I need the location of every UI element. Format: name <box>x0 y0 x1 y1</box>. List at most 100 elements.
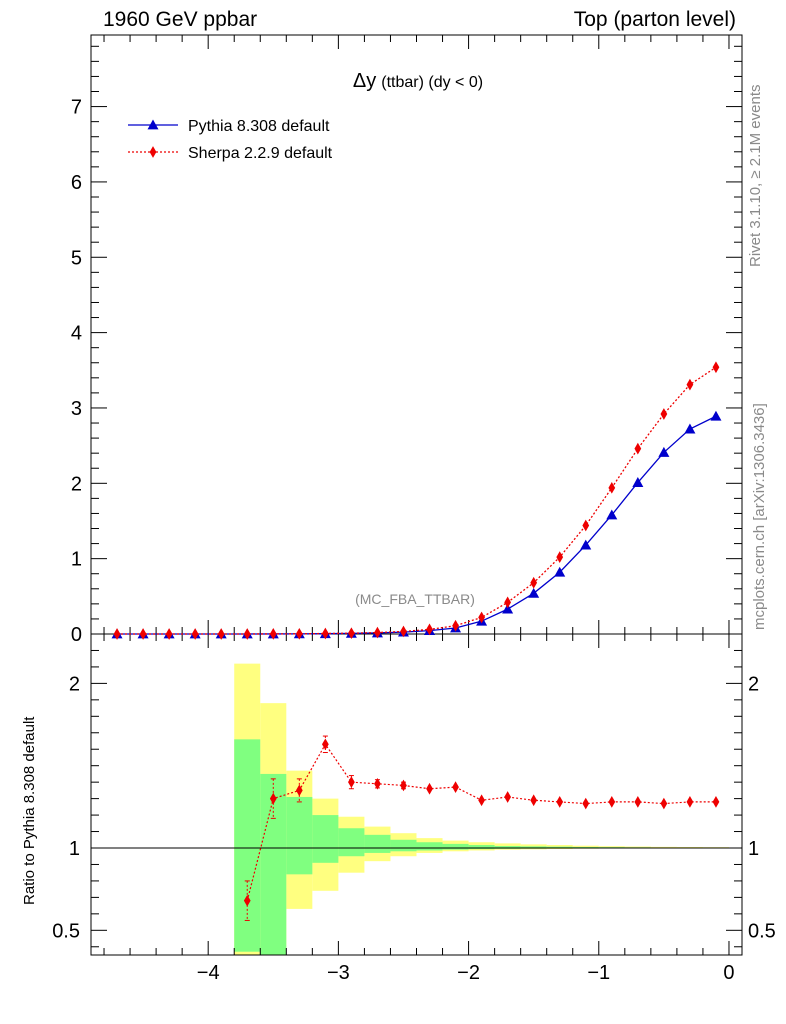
sherpa-marker <box>269 628 277 640</box>
sherpa-ratio-marker <box>243 894 251 907</box>
header-right-label: Top (parton level) <box>573 8 736 31</box>
green-band-bin <box>312 815 339 863</box>
sherpa-ratio-marker <box>478 794 485 807</box>
green-band-bin <box>494 846 521 849</box>
green-band-bin <box>234 739 261 952</box>
sherpa-ratio-marker <box>295 784 303 797</box>
sherpa-ratio-marker <box>634 796 642 808</box>
axis-ticks <box>91 35 742 955</box>
ratio-panel-frame <box>90 633 743 956</box>
sherpa-marker <box>348 627 355 640</box>
sherpa-marker <box>243 628 251 640</box>
sherpa-ratio-marker <box>660 797 668 810</box>
pythia-marker <box>554 566 566 577</box>
sherpa-ratio-marker <box>452 781 459 793</box>
sherpa-ratio-marker <box>530 794 538 807</box>
plot-frames <box>90 34 743 956</box>
sherpa-ratio-marker <box>504 791 512 803</box>
sherpa-ratio-marker <box>608 796 616 808</box>
sherpa-marker <box>191 628 199 640</box>
green-band-bin <box>286 796 313 875</box>
pythia-marker <box>502 603 514 614</box>
sherpa-marker <box>165 628 173 640</box>
green-band-bin <box>416 842 443 851</box>
x-tick-label: 0 <box>723 962 734 984</box>
chart-title-main: Δy <box>353 70 376 92</box>
pythia-marker <box>632 477 644 487</box>
pythia-marker <box>684 423 696 434</box>
sherpa-marker <box>686 378 694 391</box>
ratio-uncertainty-bands <box>234 663 729 955</box>
legend-sherpa-label: Sherpa 2.2.9 default <box>188 145 333 162</box>
sherpa-ratio-marker <box>348 776 355 789</box>
sherpa-marker <box>504 596 512 609</box>
ratio-y-tick-label-right: 2 <box>748 673 759 695</box>
sherpa-marker <box>426 623 433 636</box>
sherpa-marker <box>321 627 329 640</box>
sherpa-ratio-marker <box>582 797 590 810</box>
sherpa-marker <box>556 551 564 563</box>
x-tick-label: −1 <box>587 962 610 984</box>
chart-title: Δy (ttbar) (dy < 0) <box>353 70 483 92</box>
sherpa-ratio-marker <box>686 796 694 808</box>
sherpa-ratio-marker <box>269 792 277 805</box>
sherpa-marker <box>608 481 616 494</box>
sherpa-ratio-marker <box>400 779 407 792</box>
main-y-tick-label: 3 <box>71 398 82 420</box>
ratio-y-tick-label-right: 1 <box>748 838 759 860</box>
main-y-tick-label: 1 <box>71 549 82 571</box>
x-tick-label: −3 <box>327 962 350 984</box>
x-tick-label: −4 <box>197 962 220 984</box>
pythia-marker <box>710 410 722 421</box>
sherpa-line <box>117 366 717 635</box>
sherpa-ratio-marker <box>426 782 433 795</box>
green-band-bin <box>442 843 469 850</box>
data-series <box>111 361 722 921</box>
main-y-tick-label: 5 <box>71 247 82 269</box>
pythia-line <box>117 415 717 635</box>
ratio-y-tick-label-left: 2 <box>69 673 80 695</box>
analysis-tag: (MC_FBA_TTBAR) <box>355 591 475 607</box>
chart-title-sub: (ttbar) (dy < 0) <box>381 74 483 91</box>
sherpa-marker <box>582 519 590 532</box>
pythia-marker <box>147 119 159 130</box>
pythia-marker <box>658 446 670 457</box>
main-y-zero-label: 0 <box>71 624 82 646</box>
sherpa-marker <box>400 625 407 638</box>
sherpa-marker <box>712 361 720 374</box>
sherpa-marker <box>113 628 121 640</box>
sherpa-ratio-marker <box>321 738 329 751</box>
sherpa-marker <box>634 442 642 455</box>
green-band-bin <box>390 839 417 852</box>
ratio-y-tick-label-right: 0.5 <box>748 920 776 942</box>
legend-sherpa-marker <box>149 146 157 158</box>
sherpa-marker <box>295 627 303 640</box>
legend: Pythia 8.308 default Sherpa 2.2.9 default <box>128 118 333 162</box>
pythia-marker <box>580 539 592 550</box>
sherpa-marker <box>660 408 668 420</box>
header-left-label: 1960 GeV ppbar <box>103 8 258 31</box>
ratio-y-tick-label-left: 1 <box>69 838 80 860</box>
green-band-bin <box>468 845 495 850</box>
x-tick-label: −2 <box>457 962 480 984</box>
green-band-bin <box>364 834 391 853</box>
legend-pythia-label: Pythia 8.308 default <box>188 118 330 135</box>
green-band-bin <box>338 828 365 857</box>
sherpa-marker <box>530 576 538 589</box>
main-y-tick-label: 2 <box>71 473 82 495</box>
sherpa-marker <box>217 628 225 640</box>
chart-labels: −4 −3 −2 −1 0 1 2 3 4 5 6 7 0 0.5 0.5 1 1 2 2 Δy (ttbar) (dy… <box>52 70 776 984</box>
sherpa-marker <box>139 628 147 640</box>
pythia-marker <box>528 587 540 598</box>
main-y-tick-label: 4 <box>71 323 82 345</box>
main-y-tick-label: 6 <box>71 172 82 194</box>
main-y-tick-label: 7 <box>71 97 82 119</box>
sherpa-marker <box>452 619 459 632</box>
sherpa-ratio-marker <box>712 796 720 808</box>
ratio-y-tick-label-left: 0.5 <box>52 920 80 942</box>
sherpa-ratio-marker <box>556 796 564 808</box>
pythia-marker <box>606 509 618 520</box>
sherpa-marker <box>374 626 381 639</box>
sherpa-ratio-marker <box>374 777 381 790</box>
